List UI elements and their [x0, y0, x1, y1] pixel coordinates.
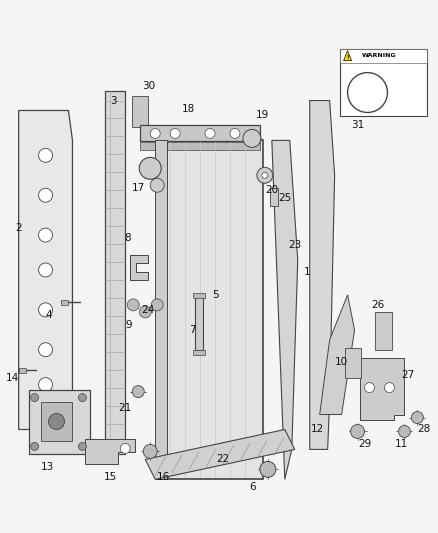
Bar	[140, 125, 260, 141]
Text: 2: 2	[15, 223, 22, 233]
Polygon shape	[343, 51, 352, 61]
Bar	[19, 368, 25, 373]
Circle shape	[78, 442, 86, 450]
Text: 31: 31	[351, 120, 364, 131]
Text: 7: 7	[189, 325, 195, 335]
Circle shape	[150, 128, 160, 139]
Bar	[339, 49, 427, 117]
Text: 24: 24	[141, 305, 155, 315]
Circle shape	[31, 393, 39, 401]
Circle shape	[120, 443, 130, 454]
Circle shape	[39, 343, 53, 357]
Bar	[106, 91, 125, 455]
Bar	[345, 348, 360, 378]
Text: 4: 4	[45, 310, 52, 320]
Text: 16: 16	[156, 472, 170, 482]
Text: WARNING: WARNING	[361, 53, 396, 58]
Bar	[155, 140, 167, 479]
Text: 18: 18	[181, 103, 195, 114]
Polygon shape	[360, 358, 404, 419]
Circle shape	[411, 411, 424, 424]
Text: 12: 12	[311, 424, 324, 434]
Text: 8: 8	[124, 233, 131, 243]
Circle shape	[399, 425, 410, 438]
Text: 29: 29	[358, 439, 371, 449]
Text: 21: 21	[119, 402, 132, 413]
Polygon shape	[130, 255, 148, 280]
Text: 13: 13	[41, 462, 54, 472]
Polygon shape	[85, 439, 135, 464]
Text: 23: 23	[288, 240, 301, 250]
Text: 5: 5	[212, 290, 218, 300]
Circle shape	[39, 263, 53, 277]
Circle shape	[39, 188, 53, 202]
Circle shape	[257, 167, 273, 183]
Circle shape	[127, 299, 139, 311]
Circle shape	[143, 445, 157, 458]
Circle shape	[230, 128, 240, 139]
Text: 19: 19	[256, 110, 269, 120]
Circle shape	[151, 299, 163, 311]
Bar	[195, 295, 203, 350]
Circle shape	[350, 424, 364, 439]
Text: 20: 20	[265, 185, 279, 195]
Text: 9: 9	[125, 320, 131, 330]
Text: 10: 10	[335, 357, 348, 367]
Circle shape	[31, 442, 39, 450]
Bar	[60, 300, 68, 305]
Bar	[132, 95, 148, 127]
Polygon shape	[145, 430, 295, 479]
Circle shape	[262, 172, 268, 178]
Bar	[41, 401, 72, 441]
Circle shape	[139, 157, 161, 179]
Circle shape	[139, 306, 151, 318]
Circle shape	[39, 228, 53, 242]
Circle shape	[132, 385, 144, 398]
Text: 22: 22	[216, 455, 230, 464]
Text: 25: 25	[278, 193, 291, 203]
Polygon shape	[320, 295, 355, 415]
Circle shape	[39, 303, 53, 317]
Bar	[193, 350, 205, 355]
Bar	[270, 188, 278, 206]
Polygon shape	[272, 140, 298, 479]
Text: !: !	[346, 55, 349, 60]
Circle shape	[260, 462, 276, 478]
Text: 15: 15	[104, 472, 117, 482]
Polygon shape	[310, 101, 335, 449]
Bar	[374, 312, 392, 350]
Text: 3: 3	[110, 95, 117, 106]
Circle shape	[39, 148, 53, 163]
Circle shape	[385, 383, 395, 393]
Circle shape	[150, 178, 164, 192]
Polygon shape	[19, 110, 72, 430]
Text: 1: 1	[304, 267, 310, 277]
Circle shape	[364, 383, 374, 393]
Text: 14: 14	[6, 373, 19, 383]
Circle shape	[243, 130, 261, 148]
Circle shape	[170, 128, 180, 139]
Text: 26: 26	[371, 300, 384, 310]
Text: 27: 27	[401, 370, 414, 379]
Circle shape	[49, 414, 64, 430]
Text: 30: 30	[141, 80, 155, 91]
Circle shape	[39, 378, 53, 392]
Text: 17: 17	[132, 183, 145, 193]
Bar	[339, 49, 427, 63]
Bar	[163, 140, 263, 479]
Text: 28: 28	[418, 424, 431, 434]
Bar	[28, 390, 90, 455]
Circle shape	[205, 128, 215, 139]
Text: 6: 6	[250, 482, 256, 492]
Circle shape	[78, 393, 86, 401]
Text: 11: 11	[395, 439, 408, 449]
Bar	[193, 293, 205, 298]
Bar	[140, 142, 260, 150]
